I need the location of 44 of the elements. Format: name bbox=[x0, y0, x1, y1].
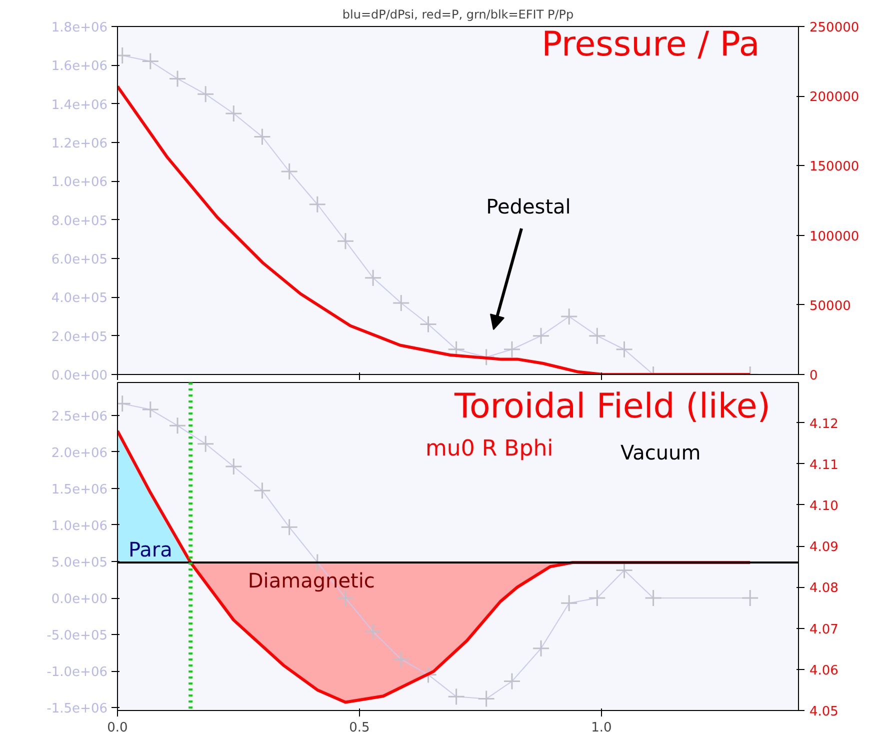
y-tick-label: 1.5e+06 bbox=[51, 482, 108, 498]
y2-tick-label: 4.11 bbox=[810, 458, 838, 473]
y-tick-label: 8.0e+05 bbox=[51, 214, 108, 229]
y-tick-label: -1.0e+06 bbox=[46, 665, 108, 680]
y-tick-label: 0.0e+00 bbox=[51, 368, 108, 384]
y2-tick-label: 50000 bbox=[810, 298, 851, 314]
y2-tick-label: 4.08 bbox=[810, 581, 838, 596]
y2-tick-label: 0 bbox=[810, 368, 818, 384]
y2-tick-label: 150000 bbox=[810, 160, 860, 175]
y2-tick-label: 4.10 bbox=[810, 498, 838, 514]
y2-tick-label: 4.09 bbox=[810, 540, 838, 556]
annotation: Pedestal bbox=[486, 194, 571, 218]
chart-title: blu=dP/dPsi, red=P, grn/blk=EFIT P/Pp bbox=[342, 8, 574, 22]
annotation: mu0 R Bphi bbox=[426, 436, 554, 462]
series-label: Diamagnetic bbox=[248, 568, 375, 593]
y2-tick-label: 4.12 bbox=[810, 416, 838, 432]
y2-tick-label: 4.06 bbox=[810, 663, 838, 678]
y-tick-label: -5.0e+05 bbox=[46, 628, 108, 644]
y-tick-label: 2.5e+06 bbox=[51, 409, 108, 424]
y-tick-label: 1.8e+06 bbox=[51, 20, 108, 36]
y2-tick-label: 100000 bbox=[810, 229, 860, 244]
y-tick-label: 1.0e+06 bbox=[51, 518, 108, 534]
y-tick-label: -1.5e+06 bbox=[46, 702, 108, 717]
y-tick-label: 1.2e+06 bbox=[51, 136, 108, 152]
x-tick-label: 1.0 bbox=[591, 720, 612, 736]
annotation: Toroidal Field (like) bbox=[453, 386, 771, 426]
series-label: Para bbox=[128, 538, 172, 562]
y-tick-label: 4.0e+05 bbox=[51, 291, 108, 306]
y-tick-label: 1.0e+06 bbox=[51, 175, 108, 190]
annotation: Pressure / Pa bbox=[542, 24, 760, 64]
y-tick-label: 0.0e+00 bbox=[51, 592, 108, 607]
y2-tick-label: 4.07 bbox=[810, 622, 838, 638]
annotation: Vacuum bbox=[620, 440, 701, 464]
x-tick-label: 0.5 bbox=[349, 720, 370, 736]
y-tick-label: 2.0e+05 bbox=[51, 330, 108, 345]
y2-tick-label: 200000 bbox=[810, 90, 860, 106]
y-tick-label: 5.0e+05 bbox=[51, 555, 108, 570]
y2-tick-label: 4.05 bbox=[810, 704, 838, 720]
y-tick-label: 2.0e+06 bbox=[51, 446, 108, 461]
y-tick-label: 1.6e+06 bbox=[51, 59, 108, 74]
y-tick-label: 6.0e+05 bbox=[51, 252, 108, 268]
y-tick-label: 1.4e+06 bbox=[51, 98, 108, 113]
x-tick-label: 0.0 bbox=[107, 720, 128, 736]
y2-tick-label: 250000 bbox=[810, 20, 860, 36]
